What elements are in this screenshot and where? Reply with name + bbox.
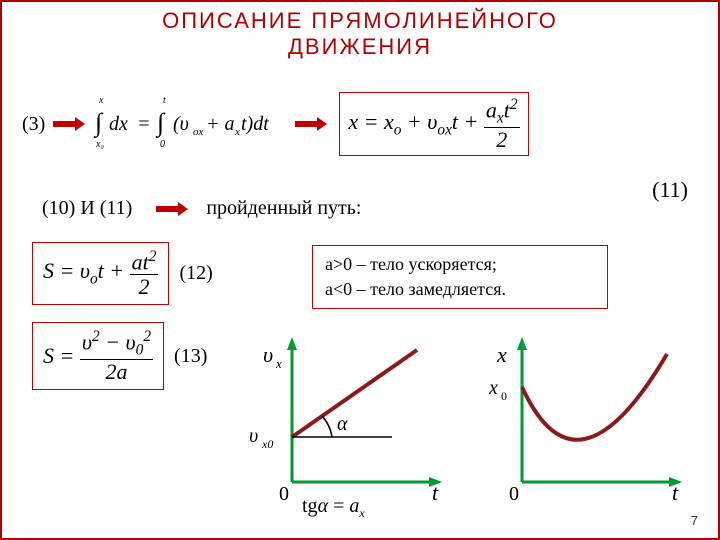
svg-text:0: 0 <box>279 483 289 505</box>
svg-text:υ: υ <box>263 342 273 367</box>
svg-text:∫: ∫ <box>93 108 104 138</box>
path-label: пройденный путь: <box>206 197 361 220</box>
page-number: 7 <box>691 513 698 528</box>
svg-text:tgα = ax: tgα = ax <box>302 495 365 517</box>
svg-text:x: x <box>275 356 282 371</box>
title-line2: ДВИЖЕНИЯ <box>288 34 432 59</box>
svg-text:t: t <box>432 480 439 505</box>
svg-text:α: α <box>337 413 348 435</box>
svg-text:x: x <box>488 377 498 399</box>
svg-text:ox: ox <box>193 126 204 138</box>
formula-s13: S = υ2 − υ02 2a <box>32 322 164 390</box>
svg-text:x: x <box>496 342 507 367</box>
svg-text:x₀: x₀ <box>95 139 104 150</box>
acceleration-note: a>0 – тело ускоряется; a<0 – тело замедл… <box>312 245 608 309</box>
arrow-icon <box>156 202 188 216</box>
label-eq11: (11) <box>652 177 688 203</box>
svg-text:x0: x0 <box>261 437 273 451</box>
formula-s12: S = υot + at2 2 <box>32 242 169 305</box>
label-ref10-11: (10) И (11) <box>42 197 132 220</box>
svg-text:(υ: (υ <box>173 113 189 135</box>
svg-text:∫: ∫ <box>155 108 166 138</box>
svg-text:x: x <box>234 126 240 138</box>
note-accel-pos: a>0 – тело ускоряется; <box>325 252 595 277</box>
svg-text:t: t <box>163 95 166 106</box>
svg-text:+ a: + a <box>206 113 235 135</box>
formula-x-of-t: x = xo + υoxt + axt2 2 <box>339 92 528 156</box>
svg-text:x: x <box>98 95 104 106</box>
svg-text:t: t <box>672 480 679 505</box>
arrow-icon <box>295 117 327 131</box>
svg-text:t)dt: t)dt <box>241 113 269 135</box>
svg-text:=: = <box>137 113 151 135</box>
title-line1: ОПИСАНИЕ ПРЯМОЛИНЕЙНОГО <box>162 8 558 33</box>
svg-text:υ: υ <box>249 425 258 447</box>
svg-text:0: 0 <box>509 483 519 505</box>
label-eq13: (13) <box>174 345 207 368</box>
arrow-icon <box>53 117 85 131</box>
note-accel-neg: a<0 – тело замедляется. <box>325 277 595 302</box>
label-eq12: (12) <box>179 262 212 285</box>
svg-text:0: 0 <box>160 139 165 150</box>
integral-formula: x ∫ x₀ dx = t ∫ 0 (υ ox + a x t)dt <box>93 95 283 153</box>
svg-text:dx: dx <box>109 113 128 135</box>
chart-position: x x 0 0 t <box>477 332 697 517</box>
slide-title: ОПИСАНИЕ ПРЯМОЛИНЕЙНОГО ДВИЖЕНИЯ <box>2 8 718 61</box>
chart-velocity: υ x υ x0 α 0 t tgα = ax <box>237 332 462 517</box>
label-eq3: (3) <box>22 113 45 136</box>
svg-text:0: 0 <box>501 389 507 403</box>
